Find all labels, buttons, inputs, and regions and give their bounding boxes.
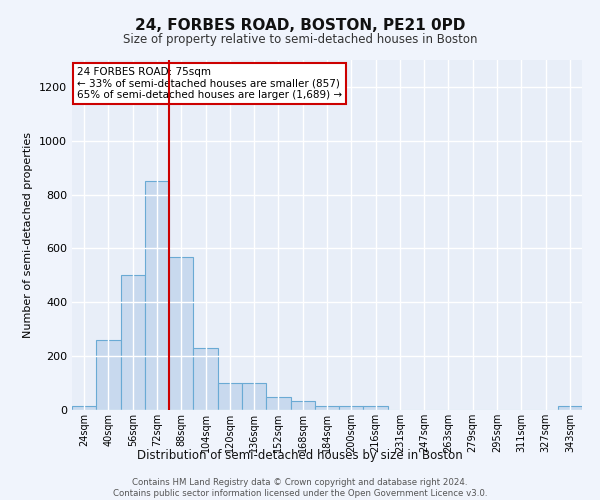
Bar — [145, 181, 169, 410]
Text: Distribution of semi-detached houses by size in Boston: Distribution of semi-detached houses by … — [137, 448, 463, 462]
Bar — [315, 406, 339, 410]
Y-axis label: Number of semi-detached properties: Number of semi-detached properties — [23, 132, 34, 338]
Text: 24 FORBES ROAD: 75sqm
← 33% of semi-detached houses are smaller (857)
65% of sem: 24 FORBES ROAD: 75sqm ← 33% of semi-deta… — [77, 67, 342, 100]
Bar — [121, 276, 145, 410]
Bar — [558, 406, 582, 410]
Bar — [242, 383, 266, 410]
Bar — [266, 396, 290, 410]
Text: Contains HM Land Registry data © Crown copyright and database right 2024.
Contai: Contains HM Land Registry data © Crown c… — [113, 478, 487, 498]
Bar — [290, 400, 315, 410]
Bar — [364, 406, 388, 410]
Text: Size of property relative to semi-detached houses in Boston: Size of property relative to semi-detach… — [123, 32, 477, 46]
Bar — [218, 383, 242, 410]
Bar — [72, 406, 96, 410]
Bar — [169, 256, 193, 410]
Bar — [96, 340, 121, 410]
Bar — [193, 348, 218, 410]
Bar — [339, 406, 364, 410]
Text: 24, FORBES ROAD, BOSTON, PE21 0PD: 24, FORBES ROAD, BOSTON, PE21 0PD — [135, 18, 465, 32]
